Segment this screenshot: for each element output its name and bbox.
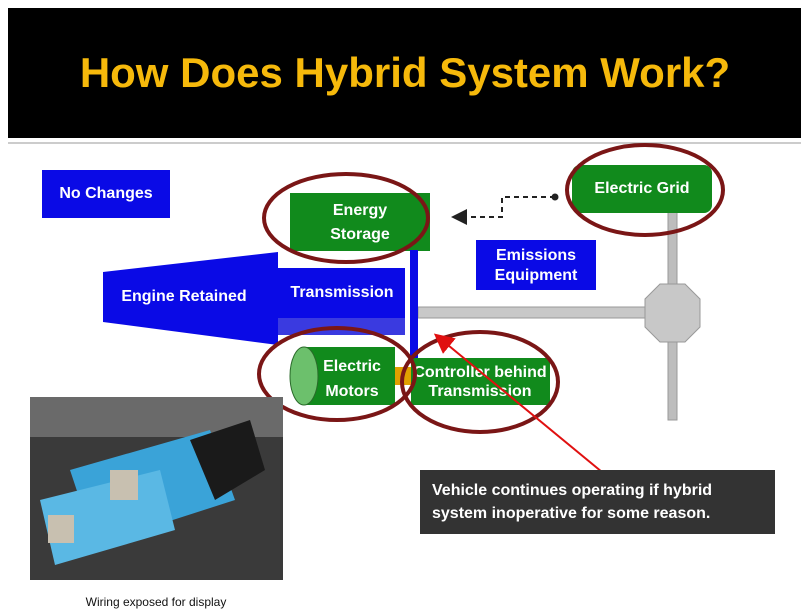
drive-shaft	[418, 307, 650, 318]
electric-grid-label: Electric Grid	[594, 180, 689, 197]
page: {"header": {"title": "How Does Hybrid Sy…	[0, 0, 801, 609]
photo-caption: Wiring exposed for display	[86, 595, 227, 609]
motors-label: Motors	[325, 383, 378, 400]
emissions-label: Emissions	[496, 247, 576, 264]
emissions-label: Equipment	[495, 267, 578, 284]
callout-text: Vehicle continues operating if hybrid	[432, 482, 712, 499]
title: How Does Hybrid System Work?	[80, 49, 730, 96]
motors-label: Electric	[323, 358, 381, 375]
no-changes-label: No Changes	[59, 185, 152, 202]
controller-label: Transmission	[428, 383, 531, 400]
energy-storage-label: Energy	[333, 202, 387, 219]
transmission-label: Transmission	[290, 284, 393, 301]
differential	[645, 284, 700, 342]
slide: How Does Hybrid System Work? No Changes …	[0, 0, 801, 609]
callout-text: system inoperative for some reason.	[432, 505, 710, 522]
photo	[30, 397, 283, 580]
energy-storage-label: Storage	[330, 226, 390, 243]
power-bus	[410, 250, 418, 360]
engine-label: Engine Retained	[121, 288, 246, 305]
motor-end	[290, 347, 318, 405]
callout-box	[420, 470, 775, 534]
connector-dot	[552, 194, 559, 201]
